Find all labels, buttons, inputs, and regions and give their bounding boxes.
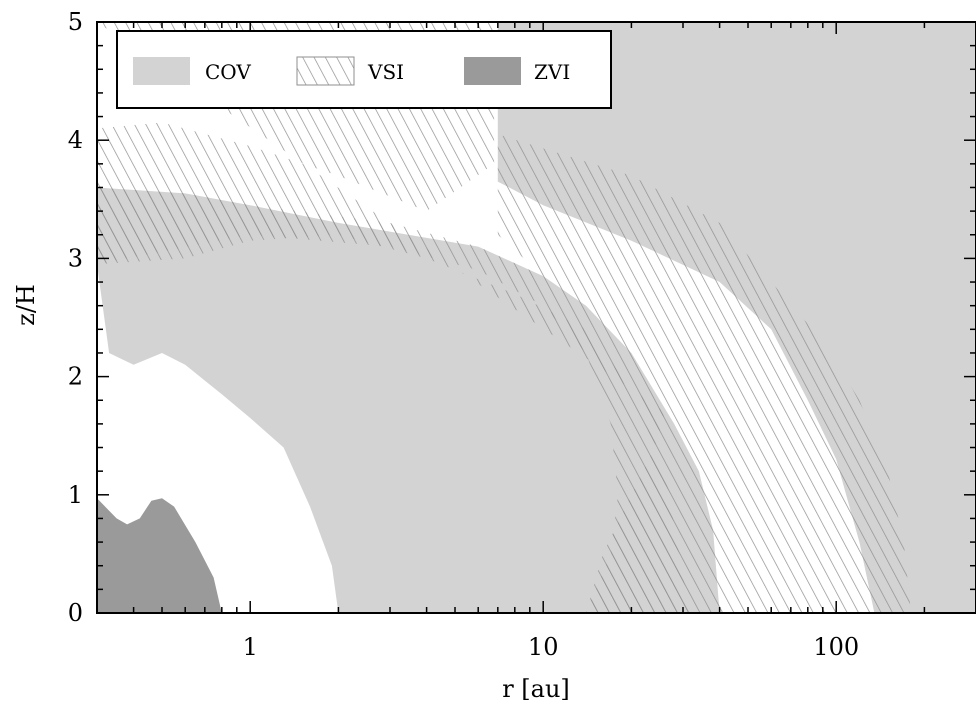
- axis-ticks: [96, 21, 976, 614]
- x-axis-label: r [au]: [502, 675, 570, 703]
- axis-tick-labels: 1 10 100 0 1 2 3 4 5: [68, 8, 859, 661]
- x-tick-label: 100: [813, 633, 859, 661]
- legend-swatch-vsi: [296, 56, 355, 86]
- y-tick-label: 3: [68, 244, 83, 272]
- region-vsi-inner: [97, 22, 692, 613]
- region-zvi-core: [97, 498, 222, 613]
- region-vsi-outer: [497, 134, 911, 613]
- y-axis-label: z/H: [12, 284, 40, 326]
- chart-regions: [97, 22, 976, 613]
- legend: COV VSI ZVI: [116, 30, 612, 109]
- legend-box: [116, 30, 612, 109]
- plot-frame: [96, 21, 976, 614]
- y-tick-label: 0: [68, 599, 83, 627]
- legend-swatch-cov: [133, 57, 190, 85]
- y-tick-label: 1: [68, 481, 83, 509]
- y-tick-label: 4: [68, 126, 83, 154]
- y-tick-label: 5: [68, 8, 83, 36]
- legend-label-cov: COV: [205, 60, 251, 84]
- region-vsi-white-band: [497, 181, 875, 613]
- x-tick-label: 10: [528, 633, 559, 661]
- legend-swatch-zvi: [464, 57, 521, 85]
- legend-label-vsi: VSI: [367, 60, 404, 84]
- x-tick-label: 1: [243, 633, 258, 661]
- region-vsi-middle: [97, 187, 720, 613]
- legend-label-zvi: ZVI: [534, 60, 570, 84]
- y-tick-label: 2: [68, 363, 83, 391]
